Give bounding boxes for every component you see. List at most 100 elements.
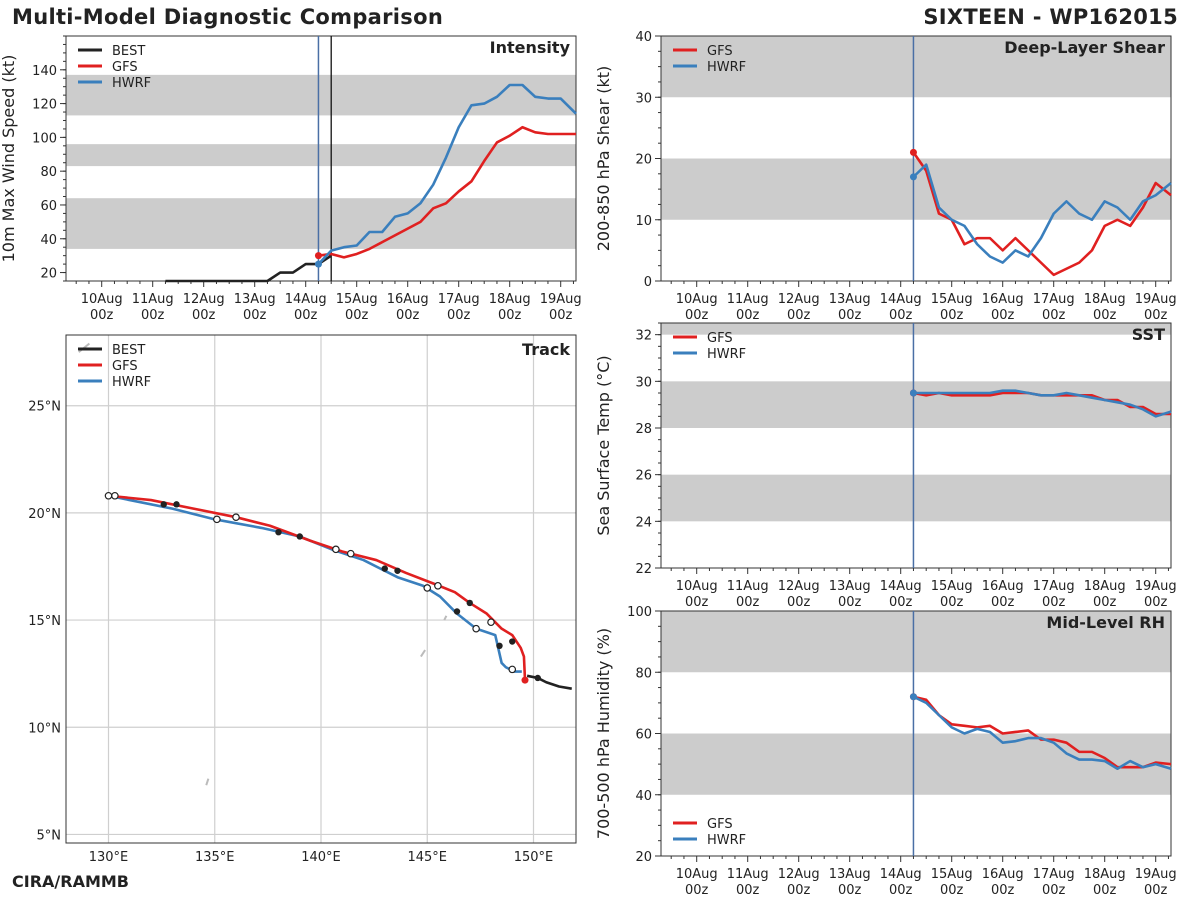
- series-line-hwrf: [912, 163, 1172, 264]
- x-tick-label-date: 17Aug: [1033, 292, 1075, 307]
- sst-chart: 10Aug00z11Aug00z12Aug00z13Aug00z14Aug00z…: [594, 322, 1177, 610]
- track-marker-open: [111, 491, 119, 500]
- y-tick-label: 25°N: [28, 400, 61, 415]
- x-tick-label-date: 15Aug: [931, 579, 973, 594]
- panel-title: Track: [522, 340, 570, 359]
- x-tick-label-date: 16Aug: [982, 579, 1024, 594]
- panel-title: Deep-Layer Shear: [1004, 38, 1165, 57]
- gfs-start-point: [521, 676, 529, 684]
- legend-label-gfs: GFS: [707, 44, 733, 59]
- x-tick-label-date: 19Aug: [540, 292, 582, 307]
- y-tick-label: 20: [40, 267, 57, 282]
- track-marker-filled: [534, 674, 541, 682]
- track-marker-open: [104, 491, 113, 500]
- shaded-band: [66, 198, 576, 249]
- storm-id-title: SIXTEEN - WP162015: [923, 5, 1178, 29]
- legend-label-best: BEST: [112, 343, 145, 358]
- x-tick-label-hour: 00z: [685, 308, 709, 323]
- series-start-point-gfs: [909, 148, 917, 156]
- x-tick-label-hour: 00z: [685, 595, 709, 610]
- x-tick-label-date: 13Aug: [234, 292, 276, 307]
- y-tick-label: 26: [635, 469, 652, 484]
- x-tick-label-hour: 00z: [243, 308, 267, 323]
- y-tick-label: 24: [635, 515, 652, 530]
- rh-chart: 10Aug00z11Aug00z12Aug00z13Aug00z14Aug00z…: [594, 605, 1177, 898]
- legend-label-hwrf: HWRF: [112, 76, 151, 91]
- track-marker-filled: [275, 528, 282, 536]
- y-tick-label: 32: [635, 329, 652, 344]
- shaded-band: [661, 611, 1171, 673]
- y-tick-label: 40: [635, 789, 652, 804]
- track-marker-open: [472, 624, 480, 633]
- x-tick-label-date: 12Aug: [778, 579, 820, 594]
- x-tick-label-date: 14Aug: [880, 867, 922, 882]
- island-shape: [420, 649, 426, 658]
- series-line-gfs: [913, 695, 1172, 769]
- shaded-band: [66, 74, 576, 116]
- y-tick-label: 22: [635, 562, 652, 577]
- x-tick-label-date: 10Aug: [81, 292, 123, 307]
- track-marker-filled: [394, 567, 401, 574]
- series-line-hwrf: [913, 389, 1172, 418]
- track-marker-filled: [173, 501, 180, 508]
- x-tick-label-date: 18Aug: [1084, 867, 1126, 882]
- x-tick-label-hour: 00z: [838, 308, 862, 323]
- shaded-band: [661, 323, 1171, 335]
- y-tick-label: 60: [40, 199, 57, 214]
- x-tick-label-date: 10Aug: [676, 867, 718, 882]
- x-tick-label-date: 11Aug: [727, 292, 769, 307]
- x-tick-label-date: 14Aug: [880, 579, 922, 594]
- y-tick-label: 20: [635, 153, 652, 168]
- y-tick-label: 100: [32, 131, 57, 146]
- x-tick-label-hour: 00z: [838, 595, 862, 610]
- x-tick-label-hour: 00z: [345, 308, 369, 323]
- x-tick-label-hour: 00z: [736, 595, 760, 610]
- x-tick-label-hour: 00z: [940, 883, 964, 898]
- shaded-band: [661, 36, 1171, 98]
- legend-label-hwrf: HWRF: [707, 347, 746, 362]
- x-tick-label-hour: 00z: [889, 595, 913, 610]
- intensity-chart: 10Aug00z11Aug00z12Aug00z13Aug00z14Aug00z…: [0, 35, 582, 323]
- x-tick-label-hour: 00z: [940, 595, 964, 610]
- x-tick-label-date: 18Aug: [489, 292, 531, 307]
- shear-chart: 10Aug00z11Aug00z12Aug00z13Aug00z14Aug00z…: [594, 30, 1177, 323]
- y-tick-label: 10: [635, 214, 652, 229]
- track-line-gfs: [108, 494, 527, 681]
- x-tick-label-date: 12Aug: [778, 867, 820, 882]
- x-tick-label-date: 19Aug: [1135, 292, 1177, 307]
- track-line-best: [526, 674, 572, 690]
- x-tick-label-date: 11Aug: [727, 867, 769, 882]
- y-tick-label: 80: [40, 165, 57, 180]
- series-line-best: [165, 254, 332, 283]
- track-line-hwrf: [108, 494, 522, 673]
- track-marker-open: [434, 581, 442, 590]
- y-axis-label: 10m Max Wind Speed (kt): [0, 55, 18, 263]
- x-tick-label-date: 17Aug: [1033, 867, 1075, 882]
- shaded-band: [66, 144, 576, 167]
- x-tick-label-hour: 00z: [1144, 883, 1168, 898]
- x-tick-label-date: 14Aug: [285, 292, 327, 307]
- x-tick-label-hour: 00z: [838, 883, 862, 898]
- x-tick-label-date: 11Aug: [132, 292, 174, 307]
- legend-label-gfs: GFS: [112, 359, 138, 374]
- track-marker-filled: [466, 599, 473, 607]
- x-tick-label-hour: 00z: [1093, 595, 1117, 610]
- track-marker-filled: [381, 565, 388, 572]
- series-line-gfs: [912, 151, 1172, 277]
- track-marker-filled: [453, 608, 461, 615]
- shaded-band: [661, 474, 1171, 522]
- x-tick-label-hour: 00z: [940, 308, 964, 323]
- track-marker-open: [332, 545, 340, 554]
- x-tick-label-date: 12Aug: [778, 292, 820, 307]
- plot-frame: [65, 35, 577, 282]
- x-tick-label-date: 13Aug: [829, 292, 871, 307]
- x-tick-label-date: 13Aug: [829, 867, 871, 882]
- x-tick-label-date: 13Aug: [829, 579, 871, 594]
- y-tick-label: 40: [635, 30, 652, 45]
- x-tick-label-date: 16Aug: [387, 292, 429, 307]
- y-tick-label: 28: [635, 422, 652, 437]
- x-tick-label-hour: 00z: [1093, 308, 1117, 323]
- y-tick-label: 15°N: [28, 614, 61, 629]
- legend-label-hwrf: HWRF: [707, 833, 746, 848]
- y-tick-label: 30: [635, 375, 652, 390]
